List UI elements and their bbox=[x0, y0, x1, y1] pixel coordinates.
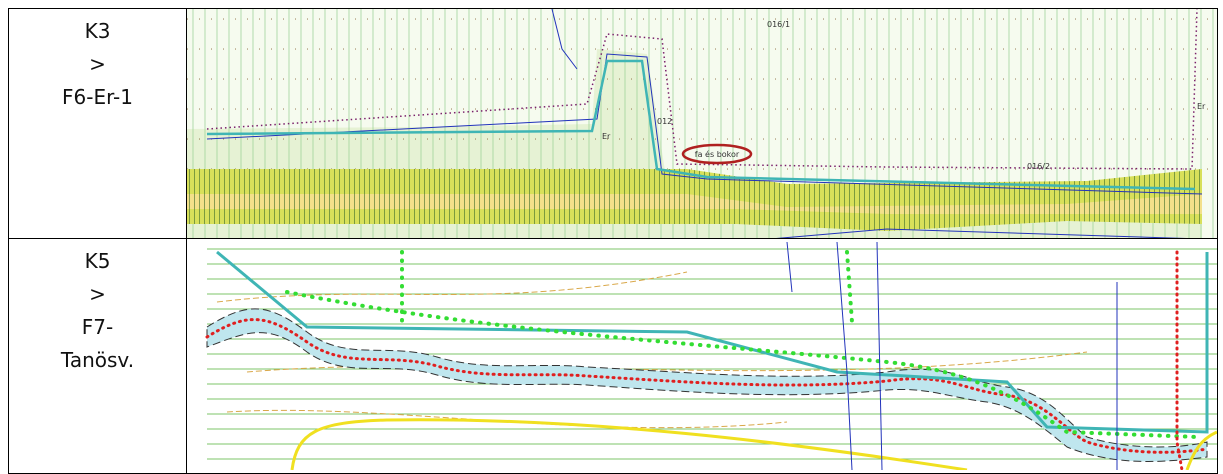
row: K5 > F7- Tanösv. bbox=[8, 238, 1218, 474]
map-label: 016/2 bbox=[1027, 162, 1050, 171]
label-line: > bbox=[89, 282, 106, 306]
table: K3 > F6-Er-1 bbox=[8, 8, 1218, 474]
row: K3 > F6-Er-1 bbox=[8, 8, 1218, 239]
label-line: > bbox=[89, 52, 106, 76]
label-line: F7- bbox=[81, 315, 114, 339]
map-k3: fa és bokor Er Er 012 016/1 016/2 bbox=[187, 9, 1217, 238]
map-k5 bbox=[187, 242, 1217, 470]
label-line: K3 bbox=[84, 19, 111, 43]
map-label: Er bbox=[1197, 102, 1206, 111]
map-label: Er bbox=[602, 132, 611, 141]
label-cell: K5 > F7- Tanösv. bbox=[8, 238, 187, 474]
label-line: F6-Er-1 bbox=[62, 85, 133, 109]
label-line: Tanösv. bbox=[60, 348, 135, 372]
map-cell bbox=[186, 238, 1218, 474]
label-cell: K3 > F6-Er-1 bbox=[8, 8, 187, 239]
label-line: K5 bbox=[84, 249, 111, 273]
map-label: 012 bbox=[657, 117, 672, 126]
map-label: 016/1 bbox=[767, 20, 790, 29]
map-label: fa és bokor bbox=[695, 149, 740, 159]
map-cell: fa és bokor Er Er 012 016/1 016/2 bbox=[186, 8, 1218, 239]
